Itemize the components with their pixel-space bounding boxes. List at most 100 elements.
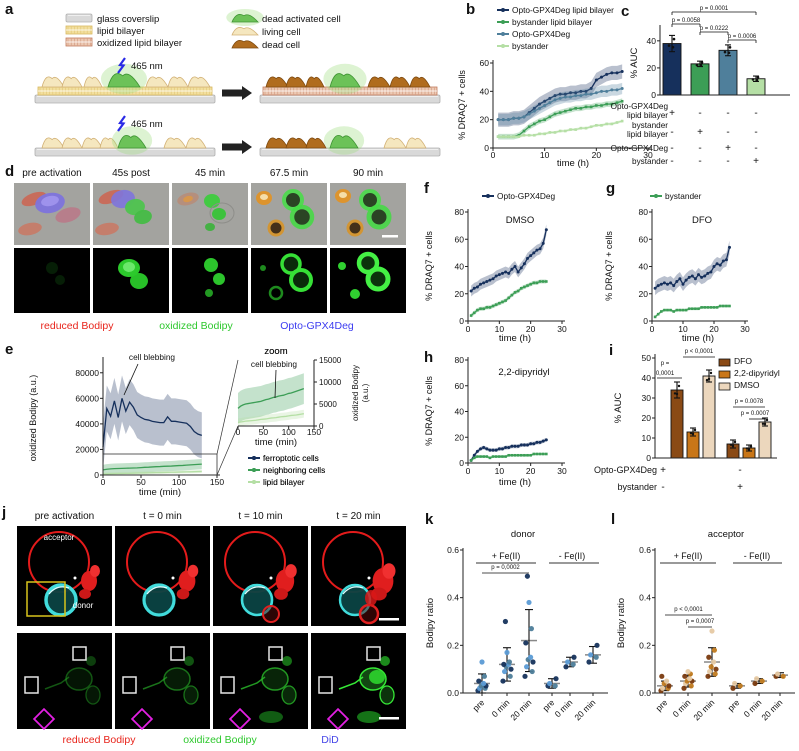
living-cell <box>231 27 259 36</box>
y-tick: 30 <box>642 393 652 403</box>
bar-1 <box>690 60 710 96</box>
microscopy-image-merged-0 <box>14 183 90 245</box>
y-tick: 20 <box>642 413 652 423</box>
panel-c-chart: 0 20 40 % AUC p = 0.0001 p = 0.0058 p = 0.0222… <box>611 6 790 167</box>
axes: 0 10 20 30 0 20 40 60 80 time (h) % DRAQ7 + cells D… <box>604 207 750 344</box>
series-lipid-bilayer <box>237 409 304 426</box>
arrow-icon <box>222 140 252 154</box>
legend: Opto-GPX4Deg lipid bilayer bystander lipi… <box>497 5 614 51</box>
chart-title: 2,2-dipyridyl <box>498 367 549 378</box>
frame-title: 90 min <box>353 168 383 179</box>
sig-bracket: p = 0.0058 <box>671 18 701 27</box>
x-tick: 0 <box>101 477 106 487</box>
chart-h: 0 10 20 30 0 20 40 60 80 time (h) % DRAQ7 + cells 2… <box>424 355 567 488</box>
roi-square <box>220 676 235 694</box>
y-tick: 40 <box>455 262 465 272</box>
legend-label: ferroptotic cells <box>263 453 319 463</box>
y-tick: 80 <box>455 207 465 217</box>
p-value: p = 0,0007 <box>686 619 715 625</box>
microscopy-image-oxidized-2 <box>172 248 248 313</box>
y-tick: 40 <box>480 86 490 96</box>
bar-g1-s2 <box>758 417 772 459</box>
y-axis-label: Bodipy ratio <box>616 598 627 648</box>
living-cell <box>187 76 211 88</box>
series-neighboring-cells <box>237 373 305 424</box>
microscopy-image-oxidized-0 <box>14 248 90 313</box>
channel-caption: DiD <box>321 734 339 746</box>
y-axis-label: % AUC <box>629 48 640 79</box>
x-tick: 10 <box>495 466 505 476</box>
x-tick: 30 <box>557 324 567 334</box>
panel-label-e: e <box>5 341 14 358</box>
panel-label-f: f <box>424 180 429 197</box>
x-tick: 20 <box>526 466 536 476</box>
y-tick: 0 <box>319 422 324 431</box>
living-cell <box>81 137 103 149</box>
row-mark: - <box>698 108 701 119</box>
panel-label-c: c <box>621 3 630 20</box>
chart-title: DFO <box>692 215 712 226</box>
light-bolt-icon <box>117 115 126 132</box>
y-tick: 15000 <box>319 356 342 365</box>
legend-label: glass coverslip <box>97 14 159 25</box>
legend-label: neighboring cells <box>263 465 325 475</box>
y-tick: 60 <box>639 234 649 244</box>
legend-label: bystander <box>512 41 549 51</box>
frame-title: 67.5 min <box>270 168 308 179</box>
x-tick: 0 <box>491 150 496 160</box>
chart-title: DMSO <box>506 215 535 226</box>
x-tick: 20 min <box>759 697 784 722</box>
roi-square <box>122 676 137 694</box>
panel-k-chart: 0.0 0.2 0.4 0.6 Bodipy ratio donor + Fe(II) - F… <box>425 529 608 722</box>
microscopy-image-oxidized-3 <box>311 633 406 731</box>
panel-h-chart: 0 10 20 30 0 20 40 60 80 time (h) % DRAQ7 + cells 2… <box>424 355 567 488</box>
y-tick: 80000 <box>75 368 99 378</box>
row-label: lipid bilayer <box>627 130 668 139</box>
row-mark: - <box>698 156 701 167</box>
roi-diamond <box>32 707 56 731</box>
dead-activated-cell <box>329 73 361 88</box>
microscopy-image-merged-4 <box>330 183 406 245</box>
y-tick: 80 <box>455 355 465 365</box>
x-axis-label: time (h) <box>499 477 531 488</box>
panel-label-i: i <box>609 342 614 359</box>
group-header: - Fe(II) <box>559 551 585 561</box>
row-mark: + <box>697 127 703 138</box>
dead-cell <box>265 137 289 149</box>
frame-title: 45s post <box>112 168 150 179</box>
row-label: bystander <box>632 121 668 130</box>
p-value: p = 0,0002 <box>491 565 520 571</box>
scatter-column-2: 20 min <box>691 628 720 722</box>
bar-g0-s2 <box>702 369 716 459</box>
legend-label: DMSO <box>734 380 760 390</box>
bar-g0-s1 <box>686 427 700 459</box>
living-cell <box>41 76 65 88</box>
bar-g1-s1 <box>742 444 756 459</box>
scatter-column-2: 20 min <box>508 573 537 722</box>
frame-title: t = 10 min <box>238 511 282 522</box>
x-tick: 10 <box>495 324 505 334</box>
series-bystander <box>496 119 624 139</box>
y-tick: 20000 <box>75 444 99 454</box>
microscopy-image-oxidized-1 <box>115 633 210 731</box>
living-cell <box>61 137 83 149</box>
p-value: p = <box>661 361 670 367</box>
axes: 0 10 20 30 0 20 40 60 time (h) % DRAQ7 + cells <box>457 58 653 169</box>
living-cell <box>405 137 427 149</box>
x-tick: 20 <box>526 324 536 334</box>
x-tick: 20 min <box>508 697 533 722</box>
scatter-column-3: pre <box>726 680 745 713</box>
dead-cell <box>389 76 411 88</box>
panel-label-g: g <box>606 180 616 197</box>
bar-2 <box>718 44 738 96</box>
light-bolt-icon <box>117 57 126 74</box>
dead-cell <box>409 76 431 88</box>
microscopy-image-membrane-0: acceptor donor <box>17 526 112 626</box>
y-tick: 0 <box>646 453 651 463</box>
y-tick: 60 <box>480 58 490 68</box>
bar-3 <box>746 75 766 96</box>
microscopy-image-membrane-1 <box>115 526 210 626</box>
chart-title: donor <box>511 529 535 540</box>
chart-title: acceptor <box>708 529 744 540</box>
